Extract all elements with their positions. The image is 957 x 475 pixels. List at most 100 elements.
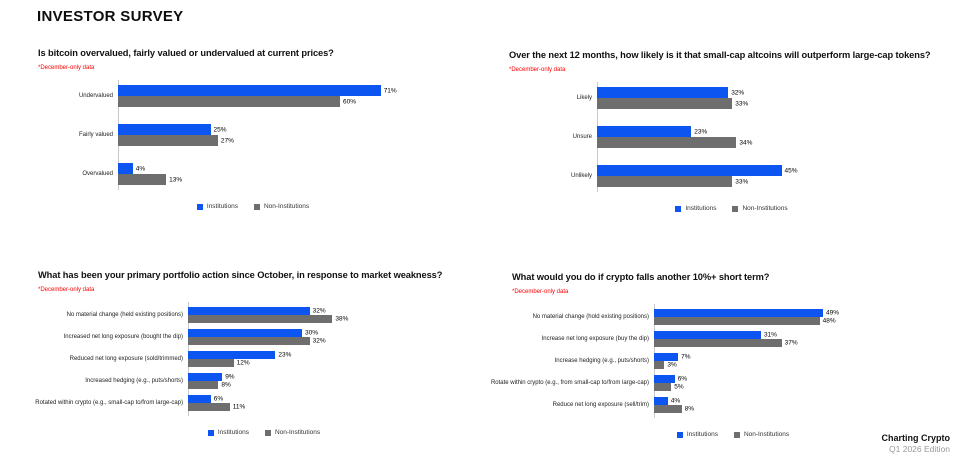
- category-label: Rotated within crypto (e.g., small-cap t…: [35, 400, 183, 406]
- category-label-cell: Likely: [509, 87, 597, 109]
- chart-panel-portfolio-action: What has been your primary portfolio act…: [35, 270, 490, 436]
- category-label: Overvalued: [82, 171, 113, 177]
- bar-value-label: 33%: [735, 100, 749, 107]
- category-label: Increased hedging (e.g., puts/shorts): [85, 378, 183, 384]
- category-row: Unsure 23% 34%: [509, 126, 954, 148]
- chart-note-portfolio-action: *December-only data: [38, 287, 95, 293]
- category-label-cell: Increase net long exposure (buy the dip): [512, 331, 654, 347]
- legend-swatch-icon: [253, 203, 260, 210]
- bar-value-label: 13%: [169, 176, 183, 183]
- chart-plot-bitcoin-valuation: Undervalued 71% 60% Fairly valued 25% 27% Over…: [38, 80, 468, 190]
- bar-institutions: 6%: [654, 375, 687, 383]
- bar-institutions: 31%: [654, 331, 777, 339]
- bar-non-institutions: 37%: [654, 339, 798, 347]
- bar-institutions: 71%: [118, 85, 397, 96]
- bar-pair: 6% 11%: [188, 395, 245, 411]
- bar-value-label: 45%: [784, 167, 798, 174]
- category-row: Rotate within crypto (e.g., from small-c…: [491, 375, 954, 391]
- legend-item-non-institutions: Non-Institutions: [264, 429, 321, 436]
- chart-title-altcoin-outperform: Over the next 12 months, how likely is i…: [509, 50, 931, 60]
- bar-institutions: 45%: [597, 165, 798, 176]
- chart-plot-altcoin-outperform: Likely 32% 33% Unsure 23% 34% Unlikely 45% 33%: [509, 82, 954, 192]
- bar-institutions: 32%: [188, 307, 326, 315]
- bar-value-label: 23%: [278, 351, 292, 359]
- bar-value-label: 4%: [670, 397, 681, 405]
- bar-non-institutions: 8%: [654, 405, 694, 413]
- bar-pair: 23% 34%: [597, 126, 752, 148]
- legend-swatch-icon: [676, 431, 683, 438]
- bar-non-institutions: 33%: [597, 98, 748, 109]
- legend-swatch-icon: [196, 203, 203, 210]
- category-label-cell: Fairly valued: [38, 124, 118, 146]
- category-row: Increased net long exposure (bought the …: [38, 329, 490, 345]
- legend-label: Non-Institutions: [263, 203, 310, 210]
- bar-non-institutions: 13%: [118, 174, 182, 185]
- chart-plot-crypto-falls-10pct: No material change (hold existing positi…: [491, 304, 954, 418]
- chart-note-bitcoin-valuation: *December-only data: [38, 65, 95, 71]
- category-label-cell: No material change (held existing positi…: [38, 307, 188, 323]
- bar-pair: 23% 12%: [188, 351, 291, 367]
- bar-value-label: 9%: [225, 373, 235, 381]
- bar-pair: 31% 37%: [654, 331, 798, 347]
- legend-label: Non-Institutions: [743, 431, 790, 438]
- bar-non-institutions: 33%: [597, 176, 748, 187]
- legend-swatch-icon: [732, 205, 739, 212]
- bar-institutions: 49%: [654, 309, 839, 317]
- legend-swatch-icon: [675, 205, 682, 212]
- category-label: Fairly valued: [78, 132, 113, 138]
- bar-value-label: 60%: [343, 98, 357, 105]
- bar-pair: 32% 33%: [597, 87, 748, 109]
- bar-institutions: 6%: [188, 395, 223, 403]
- category-row: No material change (held existing positi…: [38, 307, 490, 323]
- bar-value-label: 7%: [681, 353, 691, 361]
- chart-title-portfolio-action: What has been your primary portfolio act…: [38, 270, 443, 280]
- category-label-cell: Reduce net long exposure (sell/trim): [512, 397, 654, 413]
- bar-value-label: 8%: [221, 381, 231, 389]
- bar-value-label: 31%: [763, 331, 777, 339]
- bar-value-label: 48%: [822, 317, 836, 325]
- category-label: No material change (held existing positi…: [66, 312, 183, 318]
- bar-value-label: 6%: [213, 395, 224, 403]
- category-label: No material change (hold existing positi…: [532, 314, 649, 320]
- footer-edition: Q1 2026 Edition: [889, 444, 950, 455]
- bar-value-label: 25%: [213, 126, 227, 133]
- category-row: Increase hedging (e.g., puts/shorts) 7% 3%: [512, 353, 954, 369]
- category-label: Increase hedging (e.g., puts/shorts): [554, 358, 649, 364]
- category-label-cell: Reduced net long exposure (sold/trimmed): [38, 351, 188, 367]
- bar-institutions: 9%: [188, 373, 235, 381]
- chart-title-crypto-falls-10pct: What would you do if crypto falls anothe…: [512, 272, 770, 282]
- bar-institutions: 30%: [188, 329, 318, 337]
- bar-value-label: 30%: [305, 329, 319, 337]
- legend-item-institutions: Institutions: [207, 429, 249, 436]
- bar-pair: 4% 13%: [118, 163, 182, 185]
- bar-pair: 6% 5%: [654, 375, 687, 391]
- category-label: Undervalued: [78, 93, 113, 99]
- bar-value-label: 37%: [784, 339, 798, 347]
- bar-value-label: 27%: [220, 137, 234, 144]
- bar-value-label: 32%: [312, 337, 326, 345]
- category-label: Likely: [576, 95, 592, 101]
- category-row: No material change (hold existing positi…: [512, 309, 954, 325]
- bar-non-institutions: 8%: [188, 381, 231, 389]
- legend-label: Non-Institutions: [274, 429, 321, 436]
- category-row: Likely 32% 33%: [509, 87, 954, 109]
- chart-panel-altcoin-outperform: Over the next 12 months, how likely is i…: [509, 50, 954, 212]
- bar-institutions: 32%: [597, 87, 744, 98]
- bar-value-label: 5%: [674, 383, 684, 391]
- bar-value-label: 32%: [731, 89, 745, 96]
- bar-non-institutions: 32%: [188, 337, 326, 345]
- category-label-cell: Overvalued: [38, 163, 118, 185]
- footer-brand: Charting Crypto: [881, 433, 951, 443]
- category-row: Increase net long exposure (buy the dip)…: [512, 331, 954, 347]
- bar-institutions: 23%: [597, 126, 707, 137]
- chart-note-crypto-falls-10pct: *December-only data: [512, 289, 569, 295]
- category-label: Rotate within crypto (e.g., from small-c…: [490, 380, 649, 386]
- category-label: Increased net long exposure (bought the …: [63, 334, 183, 340]
- legend-swatch-icon: [264, 429, 271, 436]
- bar-value-label: 71%: [383, 87, 397, 94]
- category-label: Increase net long exposure (buy the dip): [541, 336, 649, 342]
- bar-pair: 7% 3%: [654, 353, 691, 369]
- bar-value-label: 6%: [677, 375, 688, 383]
- legend-label: Institutions: [686, 431, 718, 438]
- chart-panel-crypto-falls-10pct: What would you do if crypto falls anothe…: [491, 272, 954, 438]
